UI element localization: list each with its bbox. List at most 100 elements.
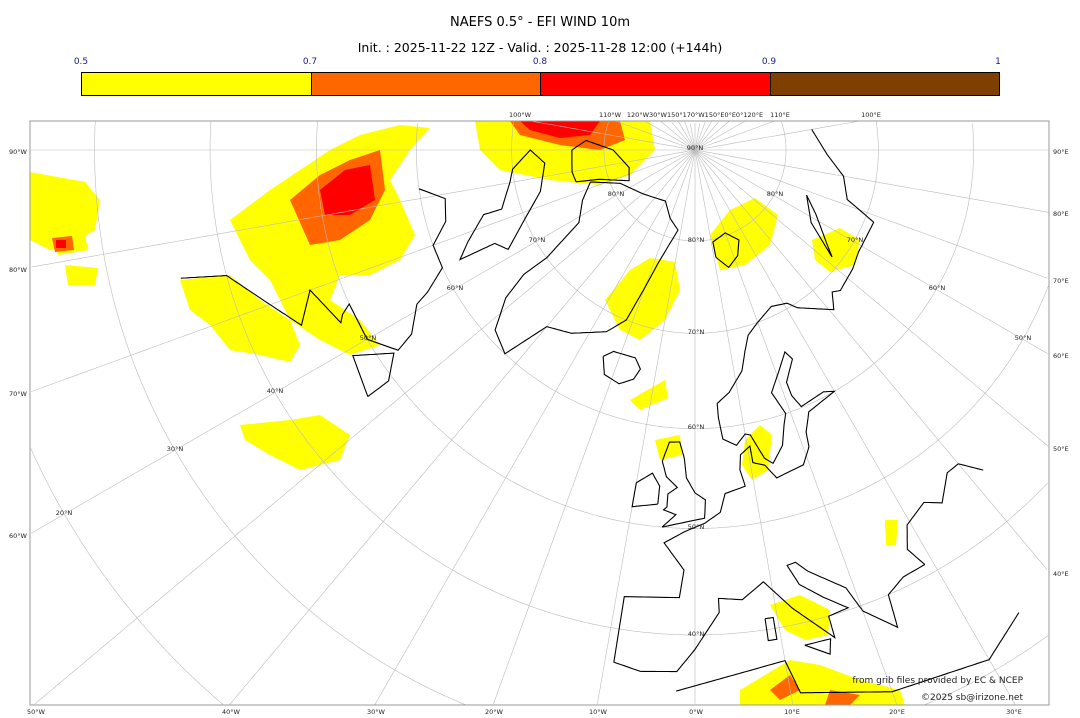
coastline — [180, 188, 447, 351]
efi-patch — [630, 380, 668, 410]
edge-label: 40°W — [222, 708, 241, 716]
edge-label: 110°W — [599, 111, 622, 119]
latitude-line — [316, 121, 1049, 529]
lat-label: 70°N — [688, 328, 705, 336]
coastline — [675, 612, 1020, 694]
meridian-line — [694, 149, 1047, 279]
meridian-line — [374, 149, 696, 705]
efi-patch — [655, 435, 682, 460]
meridian-line — [31, 149, 696, 534]
edge-label: 30°W — [367, 708, 386, 716]
efi-patch — [825, 690, 860, 705]
colorbar-tick: 0.8 — [532, 57, 548, 67]
meridian-line — [694, 121, 706, 151]
edge-label: 50°W — [27, 708, 46, 716]
edge-label: 10°W — [589, 708, 608, 716]
lat-label: 80°N — [767, 190, 784, 198]
edge-label: 60°W — [9, 532, 28, 540]
lat-label: 50°N — [360, 334, 377, 342]
efi-patch — [710, 198, 778, 270]
coastline — [806, 194, 833, 258]
coastline — [571, 139, 630, 183]
meridian-line — [31, 149, 696, 268]
efi-patch — [56, 240, 66, 248]
meridian-line — [694, 149, 1048, 570]
lat-label: 60°N — [688, 423, 705, 431]
meridian-line — [694, 120, 730, 151]
meridian-line — [694, 122, 719, 151]
edge-label: 100°W — [509, 111, 532, 119]
colorbar-bin — [541, 73, 771, 95]
meridian-line — [694, 123, 700, 151]
edge-label: 70°W — [9, 390, 28, 398]
lat-label: 60°N — [447, 284, 464, 292]
coastline — [804, 638, 832, 655]
meridian-line — [690, 123, 696, 151]
edge-label: 110°E — [770, 111, 790, 119]
meridian-line — [671, 122, 696, 151]
coastline — [764, 616, 778, 642]
meridian-line — [694, 149, 1049, 213]
lat-label: 60°N — [929, 284, 946, 292]
colorbar — [81, 72, 1000, 96]
lat-label: 70°N — [847, 236, 864, 244]
edge-label: 120°W30°W150°170°W150°E0°E0°120°E — [627, 111, 763, 119]
map-subtitle: Init. : 2025-11-22 12Z - Valid. : 2025-1… — [357, 40, 723, 55]
edge-label: 40°E — [1053, 570, 1069, 578]
map-title: NAEFS 0.5° - EFI WIND 10m — [449, 15, 630, 30]
colorbar-tick: 1 — [995, 57, 1001, 67]
edge-label: 20°E — [889, 708, 905, 716]
lat-label: 30°N — [167, 445, 184, 453]
meridian-line — [684, 121, 696, 151]
efi-patch — [520, 121, 600, 138]
meridian-line — [532, 121, 696, 151]
coastline — [906, 463, 984, 565]
meridian-line — [493, 149, 696, 705]
lat-label: 80°N — [608, 190, 625, 198]
coastlines — [180, 129, 1020, 694]
meridian-line — [660, 120, 696, 151]
map-frame — [29, 120, 1050, 706]
graticule — [30, 120, 1049, 706]
edge-label: 30°E — [1006, 708, 1022, 716]
meridian-line — [694, 121, 774, 151]
lat-label: 90°N — [687, 144, 704, 152]
edge-label: 70°E — [1053, 277, 1069, 285]
colorbar-tick: 0.7 — [302, 57, 318, 67]
coastline — [494, 181, 679, 355]
coastline — [661, 441, 706, 528]
colorbar-tick: 0.5 — [73, 57, 89, 67]
meridian-line — [597, 149, 696, 705]
efi-patch — [30, 172, 100, 250]
edge-label: 60°E — [1053, 352, 1069, 360]
edge-label: 100°E — [861, 111, 881, 119]
meridian-line — [694, 121, 745, 151]
edge-labels: 90°W 80°W 70°W 60°W 90°E 80°E 70°E 60°E 50°E 40°E… — [9, 111, 1069, 716]
efi-patch — [65, 265, 98, 285]
edge-label: 10°E — [784, 708, 800, 716]
latitude-line — [924, 635, 1049, 705]
efi-patch — [812, 228, 860, 272]
coastline — [602, 350, 642, 385]
colorbar-bin — [82, 73, 312, 95]
edge-label: 80°E — [1053, 210, 1069, 218]
coastline — [613, 129, 926, 673]
efi-patch — [885, 520, 898, 545]
lat-label: 70°N — [529, 236, 546, 244]
meridian-line — [645, 121, 696, 151]
lat-label: 40°N — [688, 630, 705, 638]
edge-label: 50°E — [1053, 445, 1069, 453]
edge-label: 90°E — [1053, 148, 1069, 156]
edge-label: 80°W — [9, 266, 28, 274]
meridian-line — [694, 121, 858, 151]
efi-patch — [240, 415, 350, 470]
meridian-line — [678, 121, 696, 151]
meridian-line — [694, 149, 1048, 354]
meridian-line — [694, 149, 793, 705]
coastline — [352, 352, 395, 397]
meridian-line — [694, 149, 1016, 705]
efi-patch — [320, 165, 375, 215]
meridian-line — [694, 149, 1049, 447]
lat-label: 50°N — [1015, 334, 1032, 342]
